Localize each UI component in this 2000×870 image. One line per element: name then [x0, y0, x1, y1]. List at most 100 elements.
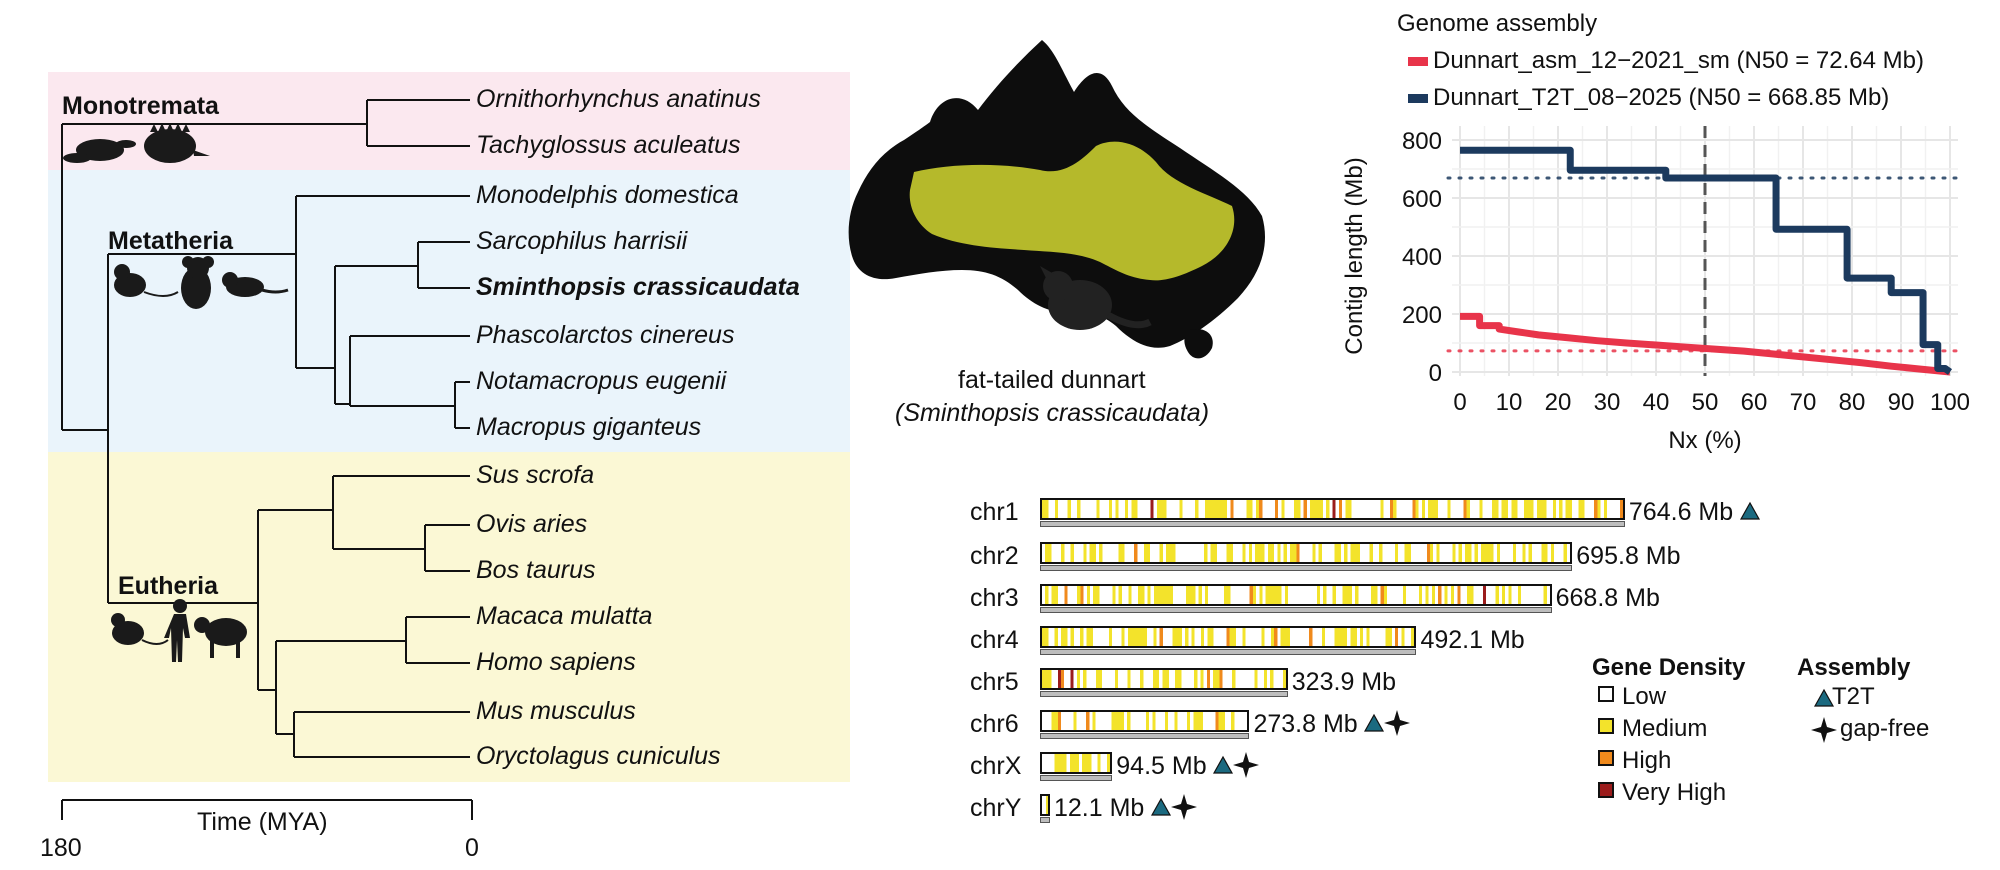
- species-range: [909, 141, 1235, 281]
- x-tick-label: 100: [1930, 389, 1970, 416]
- chromosome-ideogram: [1040, 710, 1250, 732]
- species-label: Macaca mulatta: [476, 602, 653, 630]
- assembly-markers: [1212, 752, 1259, 778]
- map-common-name: fat-tailed dunnart: [958, 366, 1146, 394]
- species-label: Oryctolagus cuniculus: [476, 742, 721, 770]
- x-tick-label: 90: [1888, 389, 1915, 416]
- species-label: Notamacropus eugenii: [476, 367, 727, 395]
- species-label: Macropus giganteus: [476, 413, 702, 441]
- chromosome-length: 492.1 Mb: [1420, 626, 1525, 654]
- assembly-markers: [1739, 501, 1761, 520]
- species-label: Bos taurus: [476, 556, 596, 584]
- y-tick-label: 200: [1402, 302, 1442, 329]
- y-axis-label: Contig length (Mb): [1341, 157, 1368, 354]
- density-label-low: Low: [1622, 683, 1667, 710]
- chromosome-assembly-track: [1040, 817, 1050, 823]
- chromosome-length: 12.1 Mb: [1054, 794, 1145, 822]
- t2t-triangle-icon: [1212, 755, 1234, 774]
- x-tick-label: 60: [1741, 389, 1768, 416]
- chromosome-length: 273.8 Mb: [1253, 710, 1358, 738]
- assembly-label-gap-free: gap-free: [1840, 715, 1930, 742]
- chromosome-name: chr4: [970, 626, 1019, 654]
- x-tick-label: 40: [1643, 389, 1670, 416]
- assembly-markers: [1363, 710, 1410, 736]
- legend-label-series-0: Dunnart_asm_12−2021_sm (N50 = 72.64 Mb): [1433, 47, 1924, 74]
- chromosome-ideogram: [1040, 498, 1625, 520]
- chromosome-name: chr6: [970, 710, 1019, 738]
- y-tick-label: 800: [1402, 128, 1442, 155]
- series-line-1: [1460, 146, 1953, 375]
- x-tick-label: 10: [1496, 389, 1523, 416]
- legend-label-series-1: Dunnart_T2T_08−2025 (N50 = 668.85 Mb): [1433, 84, 1890, 111]
- chromosome-name: chr3: [970, 584, 1019, 612]
- assembly-label-t2t: T2T: [1832, 683, 1875, 710]
- chromosome-length: 323.9 Mb: [1291, 668, 1397, 696]
- chromosome-assembly-track: [1040, 565, 1573, 571]
- species-label: Tachyglossus aculeatus: [476, 131, 741, 159]
- density-swatch-low: [1598, 686, 1614, 702]
- species-label: Sarcophilus harrisii: [476, 227, 688, 255]
- time-axis-end: 0: [465, 834, 479, 862]
- t2t-triangle-icon: [1150, 797, 1172, 816]
- chromosome-ideogram: [1040, 752, 1113, 774]
- x-tick-label: 70: [1790, 389, 1817, 416]
- koala-icon: [181, 256, 214, 309]
- chromosome-assembly-track: [1040, 521, 1625, 527]
- chromosome-name: chr1: [970, 498, 1019, 526]
- gap-free-star-icon: [1384, 710, 1410, 736]
- chromosome-ideogram: [1040, 626, 1417, 648]
- y-tick-label: 400: [1402, 244, 1442, 271]
- t2t-triangle-icon: [1813, 688, 1835, 707]
- gap-free-star-icon: [1171, 794, 1197, 820]
- density-swatch-very-high: [1598, 782, 1614, 798]
- chromosome-assembly-track: [1040, 607, 1552, 613]
- chromosome-ideogram: [1040, 668, 1288, 690]
- density-label-high: High: [1622, 747, 1672, 774]
- time-axis-label: Time (MYA): [197, 808, 328, 836]
- species-label: Monodelphis domestica: [476, 181, 739, 209]
- x-tick-label: 50: [1692, 389, 1719, 416]
- dunnart-large-icon: [1040, 266, 1152, 330]
- gap-free-star-icon: [1811, 717, 1837, 743]
- mouse-icon: [111, 613, 169, 645]
- series-line-0: [1460, 312, 1951, 376]
- species-label: Sus scrofa: [476, 461, 595, 489]
- legend-swatch-series-1: [1408, 94, 1428, 103]
- gene-density-title: Gene Density: [1592, 654, 1746, 681]
- chromosome-name: chr5: [970, 668, 1019, 696]
- x-tick-label: 80: [1839, 389, 1866, 416]
- chromosome-length: 94.5 Mb: [1116, 752, 1207, 780]
- chromosome-name: chrY: [970, 794, 1022, 822]
- assembly-legend-title: Assembly: [1797, 654, 1911, 681]
- sheep-icon: [194, 617, 247, 658]
- x-tick-label: 30: [1594, 389, 1621, 416]
- species-label: Ovis aries: [476, 510, 588, 538]
- chromosome-length: 668.8 Mb: [1555, 584, 1660, 612]
- legend-swatch-series-0: [1408, 57, 1428, 66]
- density-label-very-high: Very High: [1622, 779, 1727, 806]
- opossum-icon: [114, 264, 179, 297]
- t2t-triangle-icon: [1363, 713, 1385, 732]
- chromosome-assembly-track: [1040, 649, 1417, 655]
- clade-label-monotremata: Monotremata: [62, 92, 219, 120]
- chromosome-ideogram: [1040, 584, 1552, 606]
- x-tick-label: 20: [1545, 389, 1572, 416]
- species-label: Homo sapiens: [476, 648, 636, 676]
- chart-legend-title: Genome assembly: [1397, 10, 1598, 37]
- chromosome-assembly-track: [1040, 691, 1288, 697]
- chromosome-assembly-track: [1040, 733, 1250, 739]
- human-icon: [164, 599, 190, 662]
- chromosome-name: chrX: [970, 752, 1022, 780]
- animal-silhouettes: [63, 123, 289, 662]
- tasmania: [1184, 328, 1213, 359]
- time-axis: [61, 799, 473, 820]
- clade-label-metatheria: Metatheria: [108, 227, 234, 255]
- density-label-medium: Medium: [1622, 715, 1708, 742]
- chromosome-ideogram: [1040, 542, 1573, 564]
- clade-label-eutheria: Eutheria: [118, 572, 219, 600]
- chromosome-ideogram: [1040, 794, 1050, 816]
- y-tick-label: 0: [1429, 360, 1442, 387]
- time-axis-start: 180: [40, 834, 82, 862]
